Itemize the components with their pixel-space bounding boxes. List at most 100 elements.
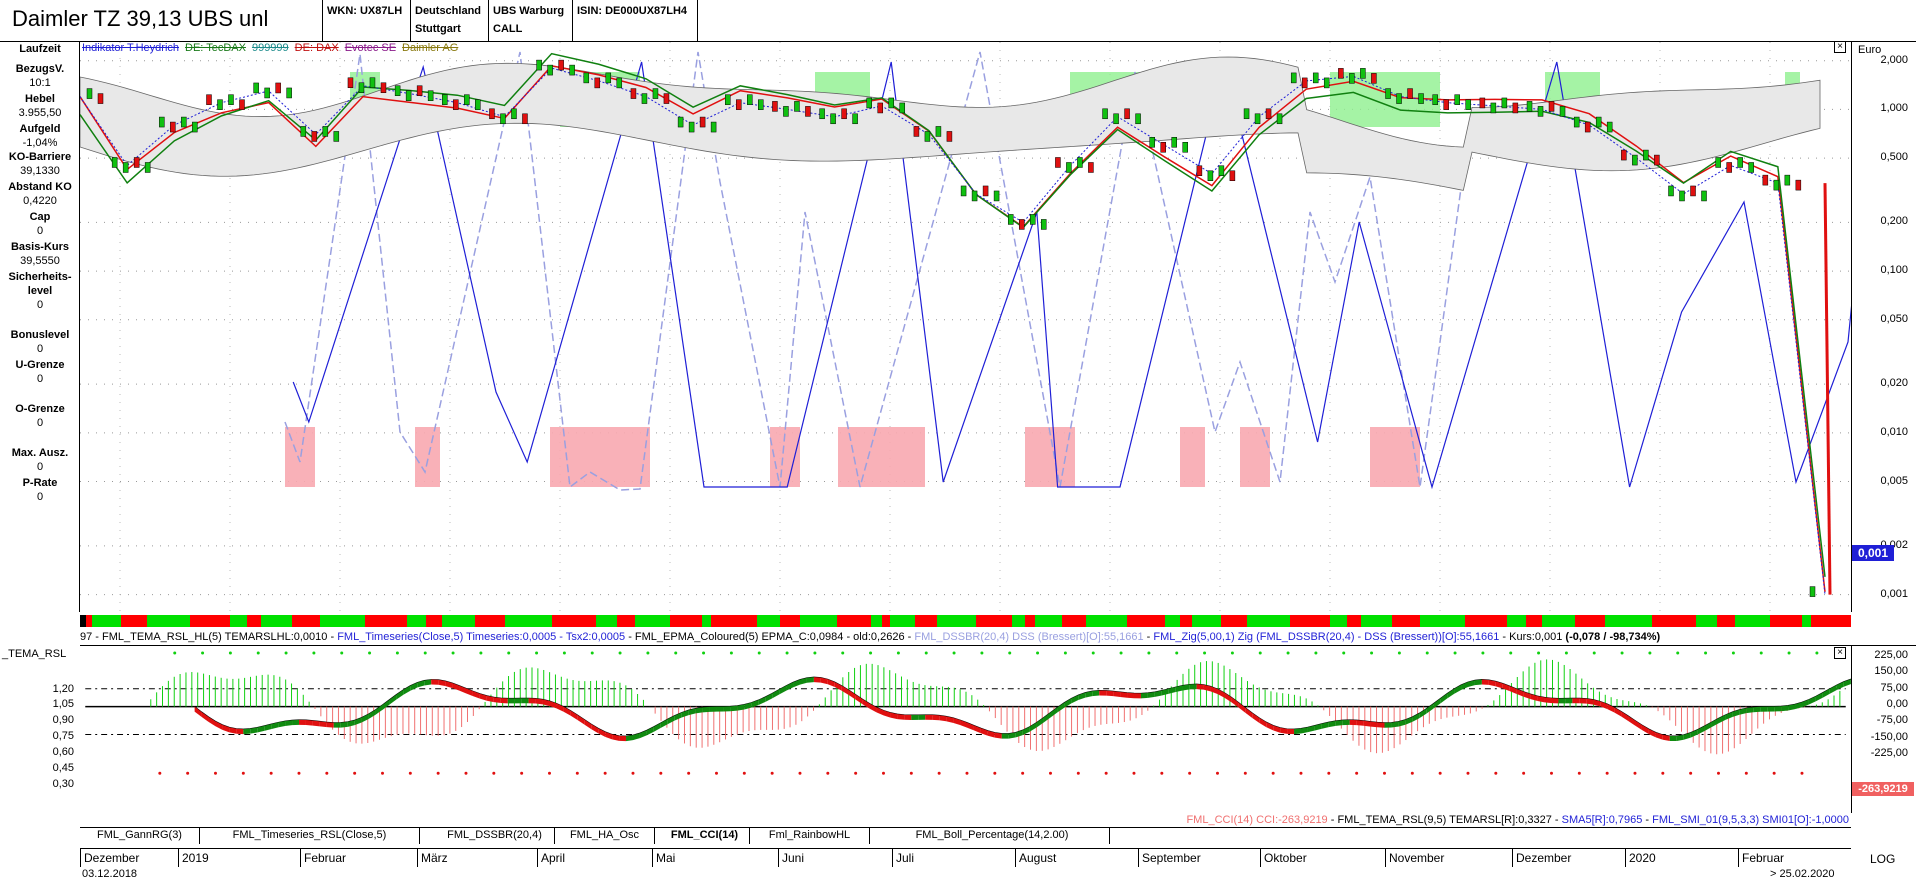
close-icon[interactable]: × — [1834, 41, 1846, 53]
indicator-legend-item[interactable]: DE: TecDAX — [185, 42, 246, 54]
price-candle — [888, 97, 895, 109]
price-candle — [1715, 157, 1721, 168]
tema-ribbon-segment — [375, 704, 383, 715]
indicator-tab[interactable]: FML_DSSBR(20,4) — [435, 828, 555, 844]
indicator-tab[interactable]: Fml_RainbowHL — [750, 828, 870, 844]
tema-ribbon-segment — [862, 699, 870, 709]
tema-ribbon-segment — [1753, 706, 1761, 713]
info-item: KO-Barriere 39,1330 — [0, 150, 80, 178]
oversold-zone — [838, 427, 925, 487]
signal-segment — [552, 615, 596, 627]
log-scale-toggle[interactable]: LOG — [1870, 852, 1896, 866]
tema-ribbon-segment — [1203, 684, 1211, 692]
tema-ribbon-segment — [1273, 725, 1281, 733]
indicator-tab[interactable]: FML_CCI(14) — [660, 828, 750, 844]
chart-header: Daimler TZ 39,13 UBS unl WKN: UX87LH Deu… — [0, 0, 1916, 42]
tema-ribbon-segment — [1363, 720, 1371, 727]
tema-ribbon-segment — [1120, 692, 1128, 698]
close-icon[interactable]: × — [1834, 647, 1846, 659]
tema-ribbon-segment — [1426, 703, 1434, 714]
tema-ribbon-segment — [1196, 684, 1204, 690]
price-candle — [747, 94, 753, 105]
info-item: Aufgeld -1,04% — [0, 122, 80, 150]
price-candle — [1595, 116, 1602, 128]
price-candle — [427, 90, 434, 101]
indicator-legend-item[interactable]: Daimler AG — [402, 42, 459, 54]
price-chart[interactable] — [80, 42, 1851, 612]
price-line — [80, 67, 1826, 595]
tema-ribbon-segment — [1050, 707, 1058, 718]
info-value: 0 — [36, 491, 44, 503]
price-candle — [1160, 142, 1166, 153]
tema-ribbon-segment — [486, 695, 494, 703]
info-item: O-Grenze 0 — [0, 402, 80, 430]
price-candle — [1124, 108, 1130, 120]
signal-dot — [214, 771, 217, 775]
price-candle — [913, 126, 920, 137]
price-candle — [699, 116, 706, 128]
info-label: O-Grenze — [15, 403, 65, 415]
oscillator-chart[interactable] — [80, 645, 1851, 813]
indicator-legend-item[interactable]: 999999 — [251, 42, 289, 54]
tema-ribbon-segment — [1523, 691, 1531, 700]
tema-ribbon-segment — [1356, 720, 1364, 726]
indicator-legend-item[interactable]: DE: DAX — [294, 42, 339, 54]
tema-ribbon-segment — [1808, 696, 1816, 705]
info-label: Hebel — [25, 93, 55, 105]
tema-ribbon-segment — [632, 733, 640, 741]
tema-ribbon-segment — [1419, 708, 1427, 719]
signal-dot — [1076, 771, 1080, 775]
price-candle — [1584, 121, 1591, 133]
indicator-tab[interactable]: FML_GannRG(3) — [80, 828, 200, 844]
signal-segment — [635, 615, 670, 627]
legend-entry: - FML_EPMA_Coloured(5) EPMA_C:0,0984 - o… — [625, 631, 915, 643]
tema-ribbon-segment — [730, 705, 738, 712]
tema-ribbon-segment — [1307, 725, 1315, 733]
signal-segment — [1290, 615, 1330, 627]
tema-ribbon-segment — [1739, 708, 1747, 715]
signal-segment — [1696, 615, 1717, 627]
info-label: KO-Barriere — [8, 151, 72, 163]
tema-ribbon-segment — [1516, 688, 1524, 697]
tema-ribbon-segment — [556, 703, 564, 712]
last-price-badge: 0,001 — [1852, 545, 1894, 561]
price-candle — [960, 185, 967, 197]
indicator-legend-item[interactable]: Evotec SE — [344, 42, 397, 54]
signal-dot — [1731, 651, 1735, 655]
tema-ribbon-segment — [1440, 693, 1448, 704]
tema-ribbon-segment — [1843, 679, 1851, 687]
tema-ribbon-segment — [1029, 722, 1037, 732]
tema-ribbon-segment — [1565, 698, 1573, 704]
month-label: Juli — [892, 849, 1015, 867]
price-candle — [547, 64, 553, 76]
indicator-legend-item[interactable]: Indikator T.Heydrich — [82, 42, 180, 54]
signal-dot — [1299, 771, 1303, 775]
signal-dot — [353, 771, 357, 775]
indicator-tab[interactable]: FML_Boll_Percentage(14,2.00) — [875, 828, 1110, 844]
price-candle — [830, 113, 836, 125]
signal-dot — [1188, 771, 1192, 775]
signal-dot — [1509, 651, 1513, 655]
tema-ribbon-segment — [639, 730, 647, 739]
price-tick-label: 0,001 — [1880, 587, 1908, 600]
tema-ribbon-segment — [890, 712, 898, 720]
tema-ribbon-segment — [236, 728, 244, 735]
cci-tick: -150,00 — [1870, 730, 1908, 743]
signal-dot — [1676, 651, 1680, 655]
tema-ribbon-segment — [1621, 711, 1629, 721]
tema-ribbon-segment — [1300, 727, 1308, 734]
signal-dot — [186, 771, 190, 775]
signal-dot — [1522, 771, 1526, 775]
tema-ribbon-segment — [208, 716, 216, 727]
signal-dot — [241, 771, 245, 775]
exchange-country: Deutschland — [415, 5, 482, 17]
indicator-tab[interactable]: FML_HA_Osc — [555, 828, 655, 844]
tema-ribbon-segment — [1801, 699, 1809, 708]
info-value: 0 — [36, 225, 44, 237]
tema-ribbon-segment — [1335, 720, 1343, 726]
price-candle — [1102, 108, 1108, 120]
legend-entry: - — [1642, 814, 1653, 826]
oscillator-legend: FML_CCI(14) CCI:-263,9219 - FML_TEMA_RSL… — [80, 813, 1851, 827]
indicator-tab[interactable]: FML_Timeseries_RSL(Close,5) — [200, 828, 420, 844]
signal-dot — [798, 771, 802, 775]
